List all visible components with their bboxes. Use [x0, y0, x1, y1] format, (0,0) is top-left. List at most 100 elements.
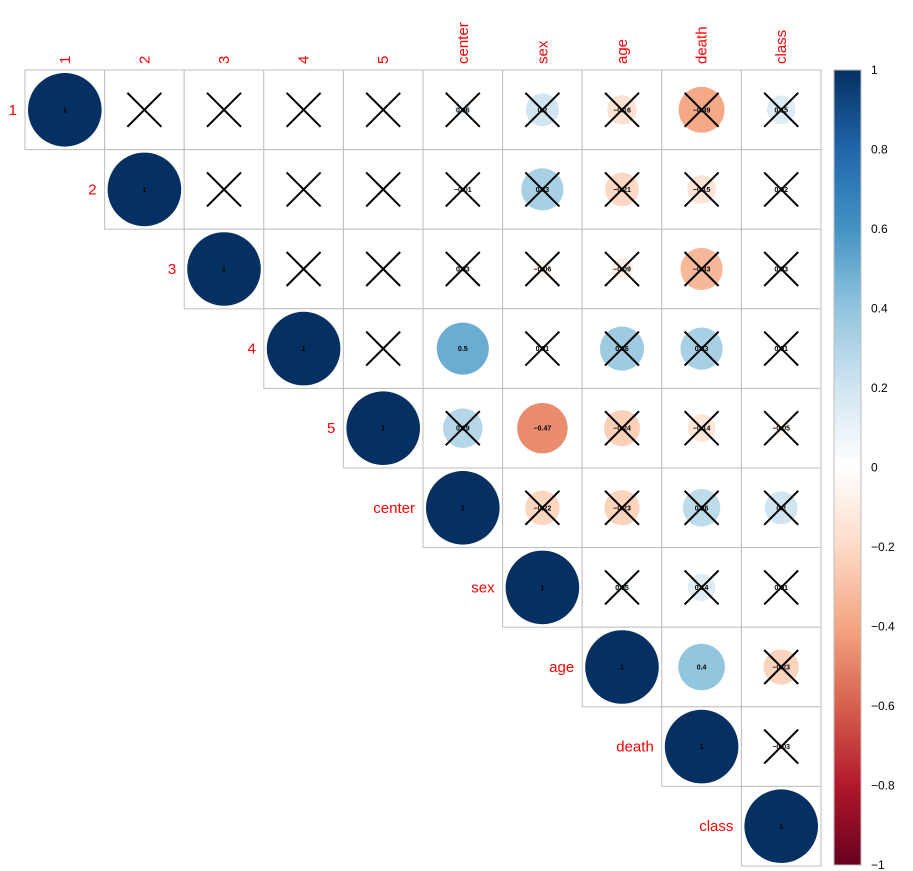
cell-5-age: −0.24 [581, 387, 663, 469]
column-label-4: 4 [296, 56, 313, 64]
cell-5-sex: −0.47 [502, 387, 583, 469]
cell-border [661, 69, 742, 151]
cell-2-5 [342, 149, 424, 230]
legend-colorbar [833, 69, 862, 866]
correlation-circle [426, 471, 500, 545]
cell-2-3 [183, 149, 265, 230]
correlation-circle [744, 789, 818, 863]
row-label-3: 3 [168, 261, 176, 278]
cell-sex-death: 0.14 [661, 547, 742, 628]
insignificant-cross [604, 330, 640, 367]
cell-5-class: −0.05 [740, 387, 822, 469]
insignificant-cross [763, 92, 799, 128]
legend-tick-label: 1 [871, 63, 878, 77]
correlation-circle [505, 550, 580, 625]
value-label: 1 [142, 187, 146, 194]
row-label-death: death [616, 739, 654, 756]
legend-tick-label: −0.8 [871, 779, 895, 793]
legend-tick-label: −0.6 [871, 699, 895, 713]
correlation-circle [517, 402, 568, 454]
cell-1-1: 1 [24, 69, 106, 151]
legend-tick-label: 0.8 [871, 143, 888, 157]
row-label-sex: sex [471, 579, 495, 596]
insignificant-cross [445, 171, 481, 208]
color-legend: 1 0.8 0.6 0.4 0.2 0 −0.2 −0.4 −0.6 −0.8 −1 [833, 63, 895, 871]
column-label-center: center [455, 22, 472, 64]
cell-4-4: 1 [263, 308, 344, 389]
insignificant-cross [285, 251, 322, 287]
insignificant-cross [683, 490, 720, 526]
cell-3-5 [342, 228, 424, 310]
cell-3-3: 1 [183, 228, 265, 310]
value-label: −0.47 [534, 426, 552, 433]
value-label: 1 [63, 107, 67, 114]
column-label-2: 2 [136, 56, 153, 64]
row-label-2: 2 [88, 181, 96, 198]
cell-2-2: 1 [104, 149, 185, 230]
legend-tick-label: 0.6 [871, 222, 888, 236]
insignificant-cross [285, 171, 322, 208]
insignificant-cross [763, 171, 799, 208]
value-label: 1 [222, 267, 226, 274]
row-label-age: age [549, 659, 574, 676]
correlation-circle [585, 630, 659, 704]
insignificant-cross [763, 728, 799, 765]
correlation-circle [28, 73, 102, 147]
cell-2-class: 0.02 [740, 149, 822, 230]
cell-1-5 [342, 69, 424, 151]
cell-border [661, 467, 742, 549]
insignificant-cross [763, 330, 799, 367]
insignificant-cross [206, 171, 242, 208]
insignificant-cross [683, 251, 720, 287]
cell-border [502, 149, 583, 230]
cell-age-class: −0.23 [740, 626, 822, 708]
insignificant-cross [445, 410, 481, 446]
correlation-circle [266, 311, 341, 386]
cell-center-sex: −0.22 [502, 467, 583, 549]
cell-age-death: 0.4 [661, 626, 742, 708]
insignificant-cross [683, 330, 720, 367]
cell-3-class: 0.03 [740, 228, 822, 310]
legend-tick-label: 0.4 [871, 302, 888, 316]
cell-2-age: −0.21 [581, 149, 663, 230]
insignificant-cross [365, 330, 401, 367]
cell-2-center: −0.01 [422, 149, 504, 230]
legend-tick-label: −0.4 [871, 620, 895, 634]
cell-5-5: 1 [342, 387, 424, 469]
insignificant-cross [683, 569, 720, 606]
insignificant-cross [604, 490, 640, 526]
insignificant-cross [683, 92, 720, 128]
value-label: 1 [700, 744, 704, 751]
cell-death-class: −0.03 [740, 706, 822, 787]
insignificant-cross [524, 171, 561, 208]
value-label: 1 [302, 346, 306, 353]
legend-tick-label: −1 [871, 858, 885, 871]
legend-tick-label: 0.2 [871, 381, 888, 395]
value-label: 1 [540, 585, 544, 592]
column-labels: 1 2 3 4 5 center sex age death class [57, 22, 790, 64]
legend-tick-label: 0 [871, 461, 878, 475]
row-labels: 1 2 3 4 5 center sex age death class [9, 102, 734, 835]
correlation-circle [436, 322, 489, 375]
cell-1-age: −0.16 [581, 69, 663, 151]
cell-sex-age: 0.05 [581, 547, 663, 628]
cell-4-class: 0.01 [740, 308, 822, 389]
insignificant-cross [365, 251, 401, 287]
row-label-center: center [373, 500, 415, 517]
cell-center-center: 1 [422, 467, 504, 549]
cell-2-death: −0.15 [661, 149, 742, 230]
cell-4-death: 0.33 [661, 308, 742, 389]
cell-2-4 [263, 149, 344, 230]
cell-4-age: 0.36 [581, 308, 663, 389]
insignificant-cross [604, 171, 640, 208]
insignificant-cross [285, 92, 322, 128]
correlation-circle [107, 152, 182, 227]
insignificant-cross [763, 410, 799, 446]
cell-1-4 [263, 69, 344, 151]
value-label: 1 [779, 824, 783, 831]
column-label-3: 3 [216, 56, 233, 64]
value-label: 0.5 [458, 346, 468, 353]
insignificant-cross [206, 92, 242, 128]
cell-5-center: 0.29 [422, 387, 504, 469]
cell-3-death: −0.33 [661, 228, 742, 310]
